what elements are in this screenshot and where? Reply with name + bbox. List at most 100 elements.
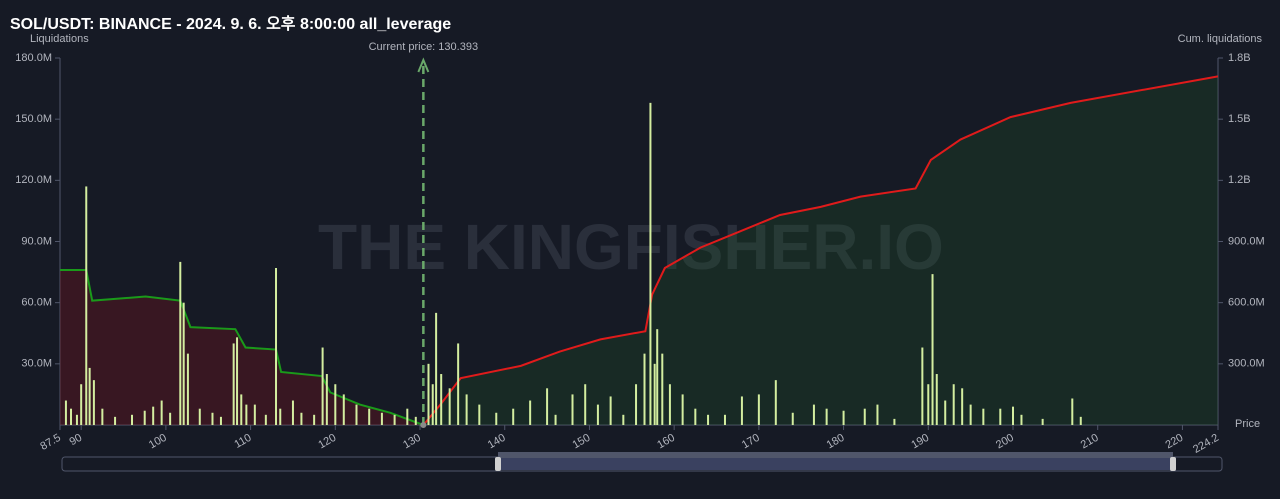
x-tick-label: 160 — [655, 432, 677, 452]
bar — [571, 394, 574, 425]
bar — [88, 367, 91, 425]
x-tick-label: 87.5 — [38, 432, 63, 453]
bar — [80, 384, 83, 425]
cumulative-line — [422, 75, 1219, 426]
bar — [198, 408, 201, 425]
bar — [219, 416, 222, 425]
bar — [253, 404, 256, 425]
x-tick-label: 100 — [147, 432, 169, 452]
bar — [279, 408, 282, 425]
bar — [406, 408, 409, 425]
bar — [264, 414, 267, 425]
bar — [931, 274, 934, 425]
current-price-dot — [420, 422, 427, 428]
slider-handle[interactable] — [495, 457, 501, 471]
x-tick-label: 110 — [232, 432, 253, 451]
bar — [668, 384, 671, 425]
y-tick-label: 150.0M — [15, 113, 52, 125]
bar — [440, 374, 443, 425]
bar — [313, 414, 316, 425]
bar — [1041, 418, 1044, 425]
current-price-label: Current price: 130.393 — [369, 41, 478, 53]
bar — [179, 261, 182, 425]
bar — [1071, 398, 1074, 425]
bar — [643, 353, 646, 425]
bar — [275, 268, 278, 425]
y-tick-label: 180.0M — [15, 52, 52, 64]
bar — [64, 400, 67, 425]
bar — [584, 384, 587, 425]
bar — [649, 102, 652, 425]
bar — [961, 388, 964, 425]
slider-window[interactable] — [498, 458, 1173, 470]
bar — [635, 384, 638, 425]
bar — [291, 400, 294, 425]
bar — [393, 414, 396, 425]
bar — [92, 380, 95, 425]
bar — [1020, 414, 1023, 425]
bar — [70, 408, 73, 425]
bar — [245, 404, 248, 425]
bar — [457, 343, 460, 425]
bar — [825, 408, 828, 425]
bar — [325, 374, 328, 425]
bar — [546, 388, 549, 425]
bar — [609, 396, 612, 425]
bar — [300, 412, 303, 425]
slider-bar[interactable] — [498, 452, 1173, 458]
bar — [723, 414, 726, 425]
bar — [757, 394, 760, 425]
y2-tick-label: 300.0M — [1228, 358, 1265, 370]
x-tick-label: 200 — [994, 432, 1016, 452]
bar — [240, 394, 243, 425]
bar — [160, 400, 163, 425]
bar — [232, 343, 235, 425]
bar — [427, 363, 430, 425]
cumulative-area — [423, 76, 1219, 425]
bar — [622, 414, 625, 425]
bar — [842, 410, 845, 425]
bar — [169, 412, 172, 425]
bar — [85, 186, 88, 425]
bar — [969, 404, 972, 425]
bar — [982, 408, 985, 425]
cumulative-line — [60, 269, 424, 426]
bar — [921, 347, 924, 425]
bar — [596, 404, 599, 425]
bar — [681, 394, 684, 425]
x-tick-label: 150 — [570, 432, 592, 452]
bar — [182, 302, 185, 425]
x-axis-label: Price — [1235, 418, 1260, 430]
cumulative-area — [60, 270, 424, 425]
y2-tick-label: 900.0M — [1228, 235, 1265, 247]
bar — [653, 363, 656, 425]
bar — [656, 329, 659, 425]
bar — [448, 388, 451, 425]
x-tick-label: 140 — [486, 432, 508, 452]
bar — [952, 384, 955, 425]
bar — [131, 414, 134, 425]
bar — [211, 412, 214, 425]
bar — [791, 412, 794, 425]
x-tick-label: 210 — [1079, 432, 1101, 452]
slider-handle[interactable] — [1170, 457, 1176, 471]
x-tick-label: 130 — [401, 432, 423, 452]
bar — [368, 408, 371, 425]
bar — [495, 412, 498, 425]
y-tick-label: 30.0M — [21, 358, 52, 370]
bar — [435, 312, 438, 425]
x-tick-label: 90 — [68, 432, 85, 449]
bar — [661, 353, 664, 425]
y2-tick-label: 1.2B — [1228, 174, 1251, 186]
y2-tick-label: 1.5B — [1228, 113, 1251, 125]
bar — [554, 414, 557, 425]
bar — [152, 406, 155, 425]
bar — [863, 408, 866, 425]
bar — [1011, 406, 1014, 425]
bar — [380, 412, 383, 425]
y-tick-label: 60.0M — [21, 297, 52, 309]
y-tick-label: 120.0M — [15, 174, 52, 186]
bar — [740, 396, 743, 425]
x-tick-label: 170 — [740, 432, 762, 452]
